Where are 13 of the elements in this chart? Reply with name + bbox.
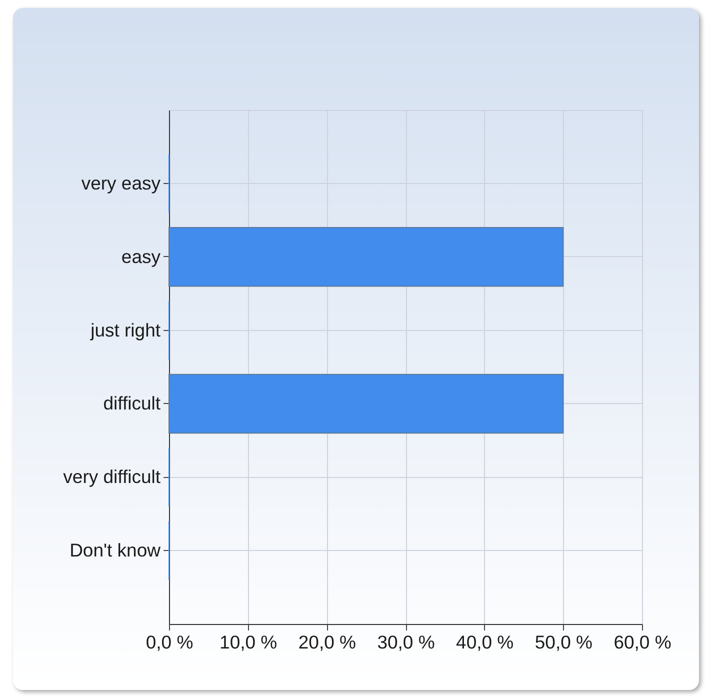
- x-tick-label: 60,0 %: [614, 632, 672, 652]
- x-tick-label: 50,0 %: [534, 632, 592, 652]
- x-tick-label: 10,0 %: [220, 632, 278, 652]
- x-tick-label: 30,0 %: [377, 632, 435, 652]
- x-tick-label: 20,0 %: [298, 632, 356, 652]
- y-tick-label: difficult: [103, 392, 160, 414]
- x-tick-label: 40,0 %: [456, 632, 514, 652]
- x-tick-label: 0,0 %: [146, 632, 194, 652]
- y-tick-label: very difficult: [63, 466, 160, 488]
- y-tick-label: very easy: [81, 172, 162, 194]
- y-tick-label: just right: [90, 319, 160, 340]
- y-tick-label: easy: [121, 246, 162, 267]
- y-tick-label: Don't know: [70, 540, 162, 561]
